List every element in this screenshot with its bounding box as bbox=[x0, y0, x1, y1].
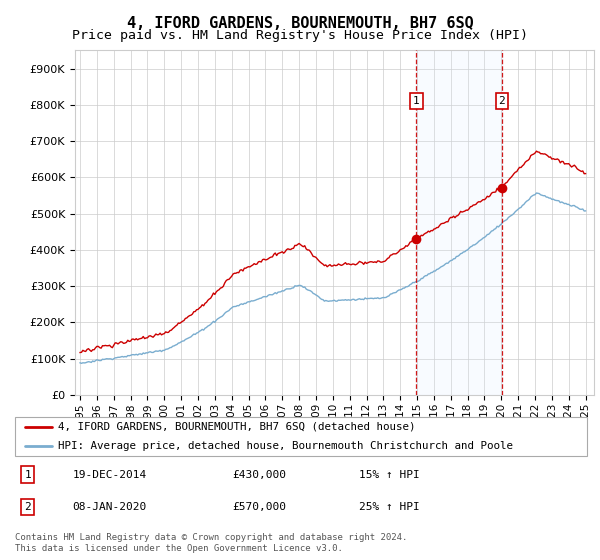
FancyBboxPatch shape bbox=[15, 417, 587, 456]
Bar bbox=[416, 50, 502, 395]
Text: 25% ↑ HPI: 25% ↑ HPI bbox=[359, 502, 419, 512]
Text: £570,000: £570,000 bbox=[233, 502, 287, 512]
Text: 1: 1 bbox=[24, 470, 31, 479]
Text: 1: 1 bbox=[413, 96, 420, 106]
Text: 15% ↑ HPI: 15% ↑ HPI bbox=[359, 470, 419, 479]
Text: Contains HM Land Registry data © Crown copyright and database right 2024.
This d: Contains HM Land Registry data © Crown c… bbox=[15, 533, 407, 553]
Text: 4, IFORD GARDENS, BOURNEMOUTH, BH7 6SQ: 4, IFORD GARDENS, BOURNEMOUTH, BH7 6SQ bbox=[127, 16, 473, 31]
Text: 4, IFORD GARDENS, BOURNEMOUTH, BH7 6SQ (detached house): 4, IFORD GARDENS, BOURNEMOUTH, BH7 6SQ (… bbox=[58, 422, 415, 432]
Text: Price paid vs. HM Land Registry's House Price Index (HPI): Price paid vs. HM Land Registry's House … bbox=[72, 29, 528, 42]
Text: 08-JAN-2020: 08-JAN-2020 bbox=[73, 502, 146, 512]
Text: 19-DEC-2014: 19-DEC-2014 bbox=[73, 470, 146, 479]
Text: 2: 2 bbox=[499, 96, 505, 106]
Text: 2: 2 bbox=[24, 502, 31, 512]
Text: £430,000: £430,000 bbox=[233, 470, 287, 479]
Text: HPI: Average price, detached house, Bournemouth Christchurch and Poole: HPI: Average price, detached house, Bour… bbox=[58, 441, 513, 450]
